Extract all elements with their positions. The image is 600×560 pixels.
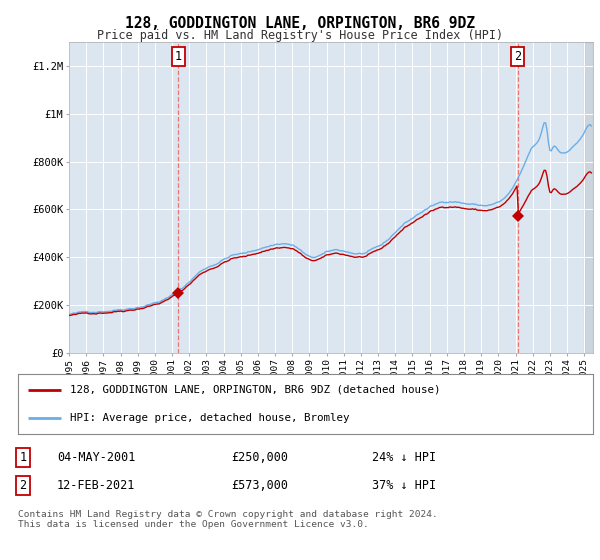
Text: Contains HM Land Registry data © Crown copyright and database right 2024.
This d: Contains HM Land Registry data © Crown c…	[18, 510, 438, 529]
Text: 24% ↓ HPI: 24% ↓ HPI	[372, 451, 436, 464]
Text: HPI: Average price, detached house, Bromley: HPI: Average price, detached house, Brom…	[70, 413, 349, 423]
Text: 2: 2	[514, 50, 521, 63]
Text: 12-FEB-2021: 12-FEB-2021	[57, 479, 136, 492]
Text: 128, GODDINGTON LANE, ORPINGTON, BR6 9DZ: 128, GODDINGTON LANE, ORPINGTON, BR6 9DZ	[125, 16, 475, 31]
Text: £573,000: £573,000	[231, 479, 288, 492]
Text: £250,000: £250,000	[231, 451, 288, 464]
Text: Price paid vs. HM Land Registry's House Price Index (HPI): Price paid vs. HM Land Registry's House …	[97, 29, 503, 42]
Text: 04-MAY-2001: 04-MAY-2001	[57, 451, 136, 464]
Text: 1: 1	[175, 50, 182, 63]
Text: 2: 2	[19, 479, 26, 492]
Text: 1: 1	[19, 451, 26, 464]
Text: 37% ↓ HPI: 37% ↓ HPI	[372, 479, 436, 492]
Bar	[584, 42, 593, 353]
Text: 128, GODDINGTON LANE, ORPINGTON, BR6 9DZ (detached house): 128, GODDINGTON LANE, ORPINGTON, BR6 9DZ…	[70, 385, 440, 395]
